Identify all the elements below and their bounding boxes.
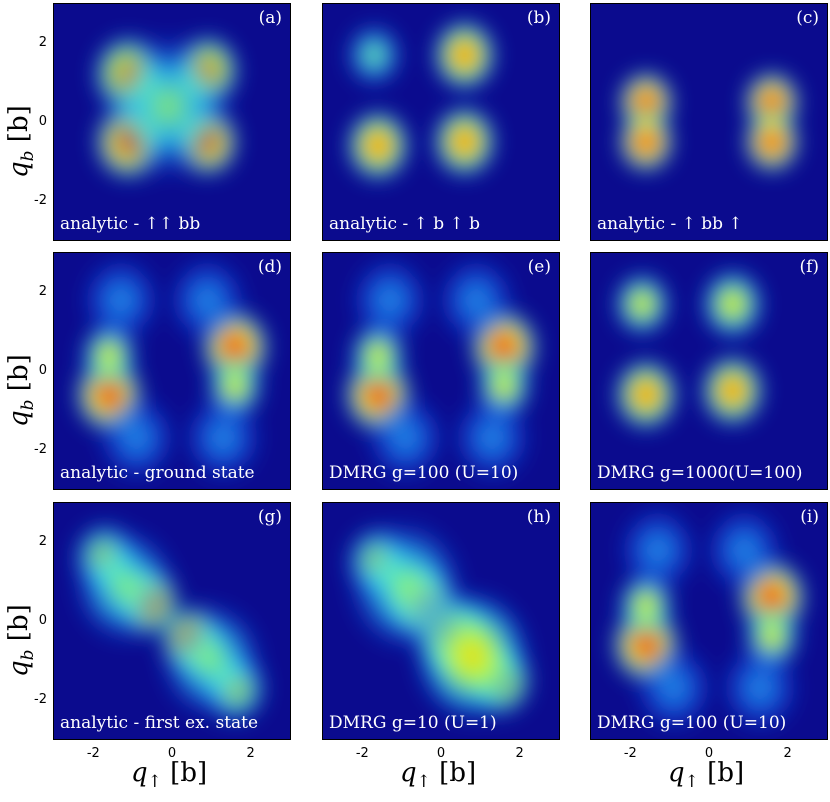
heatmap-canvas xyxy=(591,4,827,240)
x-tick-label: 0 xyxy=(704,746,714,761)
y-axis-label: qb [b] xyxy=(4,105,39,178)
heatmap-canvas xyxy=(54,503,290,739)
density-peak xyxy=(157,600,265,721)
density-peak xyxy=(612,357,680,432)
heatmap-canvas xyxy=(54,253,290,489)
panel-caption: analytic - ↑ bb ↑ xyxy=(597,214,743,234)
panel-caption: DMRG g=100 (U=10) xyxy=(597,713,787,733)
x-axis-label: q↑ [b] xyxy=(400,758,477,793)
y-axis-label: qb [b] xyxy=(4,354,39,427)
x-tick-label: 2 xyxy=(515,746,524,761)
y-axis-label: qb [b] xyxy=(4,604,39,677)
panel-tag: (d) xyxy=(257,257,282,277)
density-peak xyxy=(452,393,533,483)
x-tick-label: -2 xyxy=(355,746,369,761)
heatmap-panel-a: (a) analytic - ↑↑ bb xyxy=(53,3,291,241)
heatmap-panel-g: (g) analytic - first ex. state xyxy=(53,502,291,740)
density-peak xyxy=(80,255,161,346)
panel-tag: (g) xyxy=(257,507,282,527)
density-peak xyxy=(344,108,412,183)
y-tick-label: 2 xyxy=(38,284,47,300)
y-tick-label: 2 xyxy=(38,35,47,51)
heatmap-canvas xyxy=(323,4,559,240)
panel-tag: (a) xyxy=(258,8,282,28)
heatmap-canvas xyxy=(591,503,827,739)
heatmap-canvas xyxy=(323,503,559,739)
heatmap-canvas xyxy=(323,253,559,489)
y-tick-label: 2 xyxy=(38,534,47,550)
y-tick-label: 0 xyxy=(38,114,47,129)
density-peak xyxy=(96,393,177,483)
x-axis-label: q↑ [b] xyxy=(668,758,745,793)
density-peak xyxy=(349,255,430,346)
density-peak xyxy=(71,525,179,646)
density-peak xyxy=(699,266,767,342)
y-tick-label: 0 xyxy=(38,363,47,378)
density-peak xyxy=(720,643,801,733)
density-peak xyxy=(167,255,248,346)
density-peak xyxy=(431,17,499,93)
panel-tag: (f) xyxy=(799,257,819,277)
density-peak xyxy=(617,505,698,596)
x-tick-label: 0 xyxy=(436,746,446,761)
density-peak xyxy=(741,108,803,176)
density-peak xyxy=(704,505,785,596)
panel-caption: analytic - ↑↑ bb xyxy=(60,214,201,234)
y-tick-label: 0 xyxy=(38,613,47,628)
density-peak xyxy=(436,255,517,346)
y-tick-label: -2 xyxy=(34,441,47,457)
panel-tag: (b) xyxy=(526,8,551,28)
x-tick-label: 0 xyxy=(167,746,177,761)
density-peak xyxy=(101,31,235,181)
density-peak xyxy=(615,108,677,176)
x-axis-label: q↑ [b] xyxy=(131,758,208,793)
density-peak xyxy=(183,393,264,483)
heatmap-panel-b: (b) analytic - ↑ b ↑ b xyxy=(322,3,560,241)
density-peak xyxy=(699,353,767,429)
heatmap-panel-i: (i) DMRG g=100 (U=10) xyxy=(590,502,828,740)
x-tick-label: 2 xyxy=(246,746,255,761)
panel-tag: (i) xyxy=(800,507,819,527)
density-peak xyxy=(633,643,714,733)
density-peak xyxy=(612,270,673,338)
panel-tag: (e) xyxy=(527,257,551,277)
panel-tag: (c) xyxy=(796,8,819,28)
heatmap-panel-e: (e) DMRG g=100 (U=10) xyxy=(322,252,560,490)
density-peak xyxy=(431,104,499,180)
heatmap-panel-f: (f) DMRG g=1000(U=100) xyxy=(590,252,828,490)
heatmap-canvas xyxy=(54,4,290,240)
panel-caption: analytic - ground state xyxy=(60,463,255,483)
x-tick-label: -2 xyxy=(623,746,637,761)
heatmap-panel-d: (d) analytic - ground state xyxy=(53,252,291,490)
heatmap-panel-c: (c) analytic - ↑ bb ↑ xyxy=(590,3,828,241)
density-peak xyxy=(412,589,533,724)
density-peak xyxy=(365,393,446,483)
y-tick-label: -2 xyxy=(34,691,47,707)
panel-caption: DMRG g=100 (U=10) xyxy=(329,463,519,483)
panel-caption: DMRG g=10 (U=1) xyxy=(329,713,497,733)
panel-caption: analytic - ↑ b ↑ b xyxy=(329,214,481,234)
density-peak xyxy=(344,21,405,89)
panel-caption: analytic - first ex. state xyxy=(60,713,259,733)
panel-caption: DMRG g=1000(U=100) xyxy=(597,463,803,483)
heatmap-canvas xyxy=(591,253,827,489)
x-tick-label: 2 xyxy=(783,746,792,761)
x-tick-label: -2 xyxy=(86,746,100,761)
panel-tag: (h) xyxy=(526,507,551,527)
heatmap-panel-h: (h) DMRG g=10 (U=1) xyxy=(322,502,560,740)
y-tick-label: -2 xyxy=(34,192,47,208)
